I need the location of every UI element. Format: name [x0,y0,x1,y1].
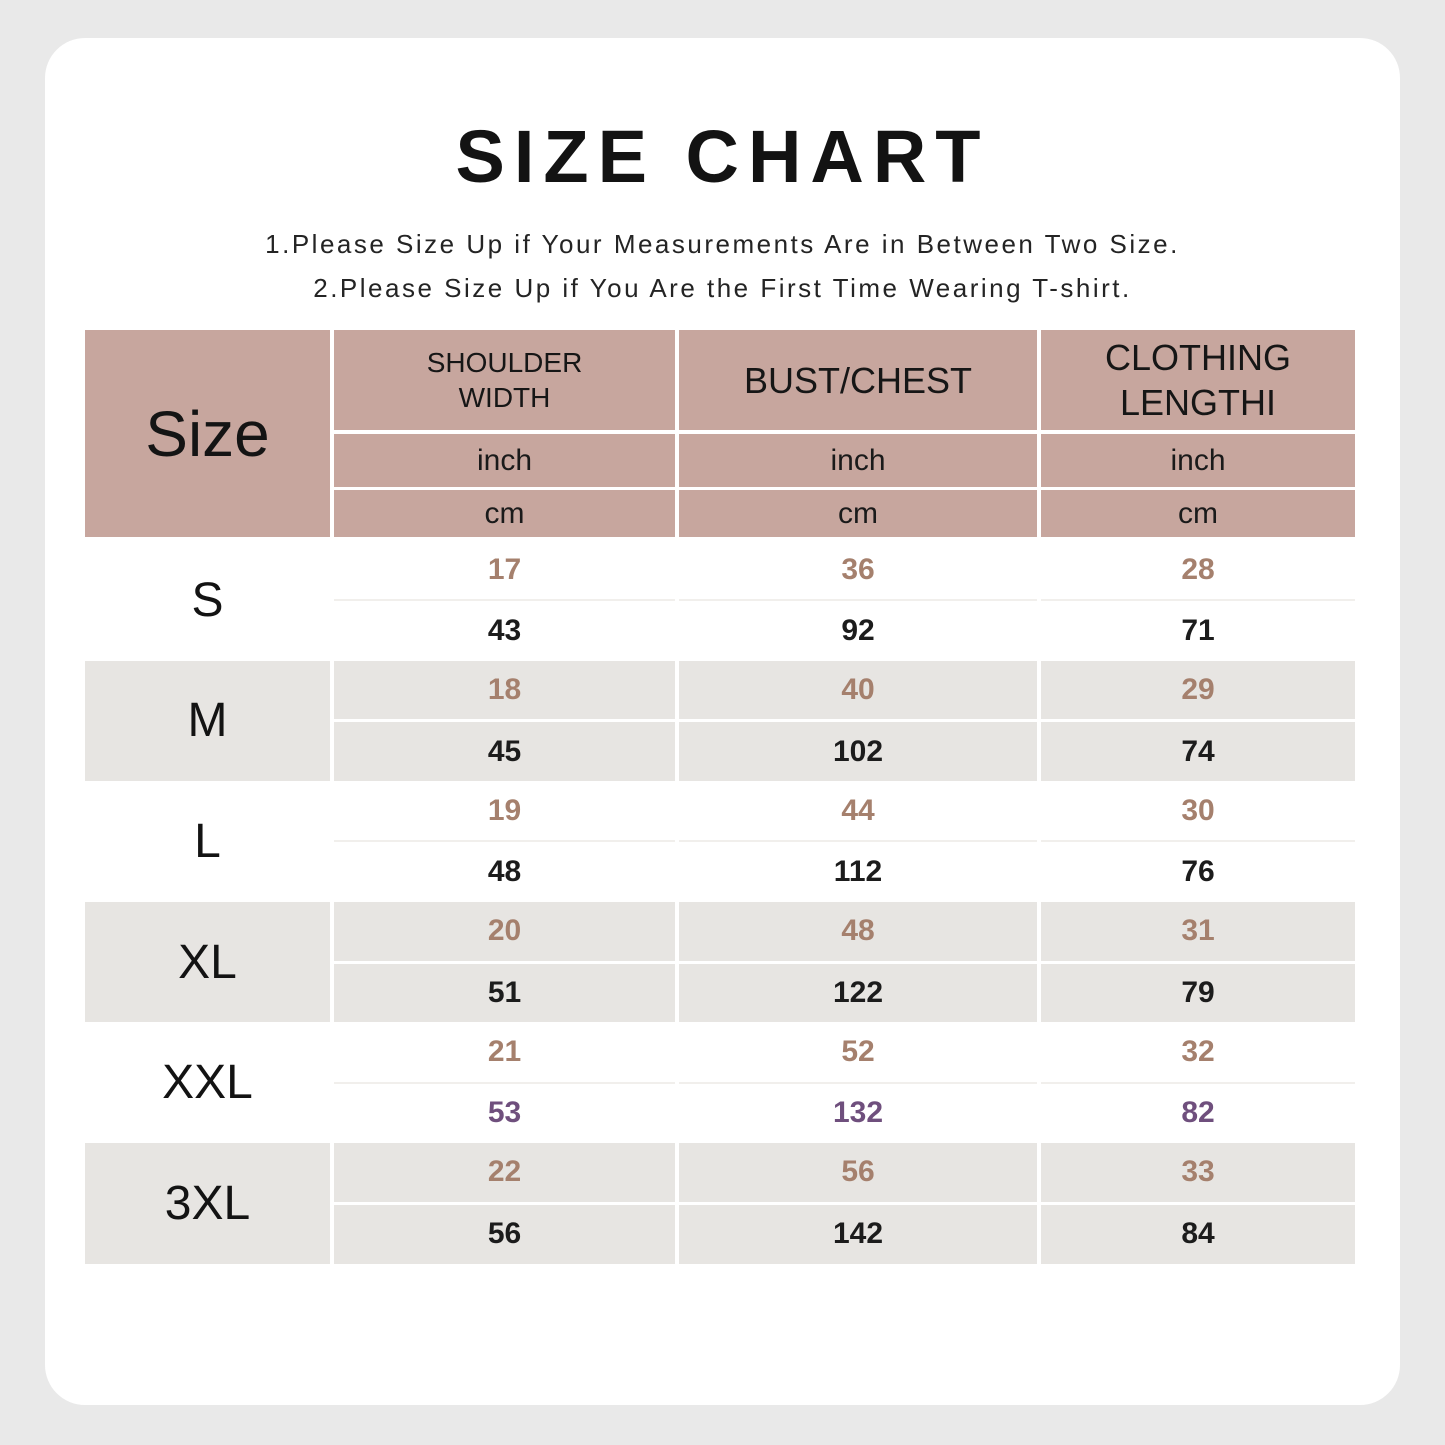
inch-value: 52 [679,1022,1037,1084]
size-label: L [194,814,221,868]
inch-value: 29 [1041,660,1355,723]
note-line-2: 2.Please Size Up if You Are the First Ti… [313,273,1132,303]
cm-value: 82 [1181,1096,1215,1130]
cm-value: 102 [679,722,1037,782]
inch-value: 33 [1041,1142,1355,1205]
inch-value: 22 [334,1142,675,1205]
size-row-xl: XL 20 51 48 122 31 79 [85,901,1355,1023]
inch-value: 36 [679,540,1037,602]
size-row-s: S 17 43 36 92 28 71 [85,540,1355,661]
size-chart-table: Size SHOULDER WIDTH inch cm BUST/CHEST i… [85,330,1355,1264]
cm-value: 79 [1041,963,1355,1023]
unit-label-inch: inch [1041,434,1355,487]
column-title: CLOTHING LENGTHI [1041,330,1355,430]
header-col-clothing-length: CLOTHING LENGTHI inch cm [1037,330,1355,537]
size-label: 3XL [85,1142,330,1264]
cm-value: 142 [679,1204,1037,1264]
cm-value: 53 [487,1096,522,1130]
cell-bust-chest: 52 132 [675,1022,1037,1143]
cm-value: 122 [679,963,1037,1023]
cell-shoulder-width: 19 48 [330,781,675,902]
cell-clothing-length: 32 82 [1037,1022,1355,1143]
cm-value: 74 [1041,722,1355,782]
cm-value: 112 [833,855,883,889]
size-row-xxl: XXL 21 53 52 132 32 82 [85,1022,1355,1143]
cell-shoulder-width: 22 56 [330,1142,675,1264]
header-col-bust-chest: BUST/CHEST inch cm [675,330,1037,537]
inch-value: 20 [334,901,675,964]
column-title: SHOULDER WIDTH [334,330,675,430]
size-notes: 1.Please Size Up if Your Measurements Ar… [45,222,1400,310]
column-title: BUST/CHEST [679,330,1037,430]
inch-value: 30 [1041,781,1355,843]
cell-clothing-length: 30 76 [1037,781,1355,902]
table-body: S 17 43 36 92 28 71 M 18 45 [85,540,1355,1264]
note-line-1: 1.Please Size Up if Your Measurements Ar… [265,229,1180,259]
cell-bust-chest: 56 142 [675,1142,1037,1264]
inch-value: 40 [679,660,1037,723]
size-chart-card: SIZE CHART 1.Please Size Up if Your Meas… [45,38,1400,1405]
unit-label-inch: inch [679,434,1037,487]
cm-value: 43 [487,613,522,647]
cm-value: 84 [1041,1204,1355,1264]
size-row-m: M 18 45 40 102 29 74 [85,660,1355,782]
header-col-shoulder-width: SHOULDER WIDTH inch cm [330,330,675,537]
size-label: XXL [162,1056,253,1110]
cell-shoulder-width: 20 51 [330,901,675,1023]
cm-value: 92 [841,613,875,647]
size-row-l: L 19 48 44 112 30 76 [85,781,1355,902]
inch-value: 56 [679,1142,1037,1205]
size-label: S [191,573,224,627]
inch-value: 28 [1041,540,1355,602]
inch-value: 18 [334,660,675,723]
cell-clothing-length: 29 74 [1037,660,1355,782]
unit-label-cm: cm [1041,490,1355,537]
header-size-label: Size [85,330,330,537]
inch-value: 19 [334,781,675,843]
cell-bust-chest: 48 122 [675,901,1037,1023]
inch-value: 17 [334,540,675,602]
unit-label-cm: cm [679,490,1037,537]
inch-value: 48 [679,901,1037,964]
cell-clothing-length: 31 79 [1037,901,1355,1023]
cell-clothing-length: 33 84 [1037,1142,1355,1264]
cell-bust-chest: 36 92 [675,540,1037,661]
inch-value: 21 [334,1022,675,1084]
cm-value: 56 [334,1204,675,1264]
inch-value: 31 [1041,901,1355,964]
cm-value: 71 [1181,613,1215,647]
cm-value: 132 [832,1096,884,1130]
cm-value: 48 [487,855,522,889]
cell-clothing-length: 28 71 [1037,540,1355,661]
table-header: Size SHOULDER WIDTH inch cm BUST/CHEST i… [85,330,1355,537]
inch-value: 44 [679,781,1037,843]
cell-shoulder-width: 21 53 [330,1022,675,1143]
cm-value: 76 [1181,855,1215,889]
cell-bust-chest: 44 112 [675,781,1037,902]
size-row-3xl: 3XL 22 56 56 142 33 84 [85,1142,1355,1264]
page-title: SIZE CHART [455,115,990,198]
size-label: M [85,660,330,782]
inch-value: 32 [1041,1022,1355,1084]
size-label: XL [85,901,330,1023]
cm-value: 45 [334,722,675,782]
cell-shoulder-width: 18 45 [330,660,675,782]
cell-shoulder-width: 17 43 [330,540,675,661]
cm-value: 51 [334,963,675,1023]
unit-label-cm: cm [334,490,675,537]
cell-bust-chest: 40 102 [675,660,1037,782]
unit-label-inch: inch [334,434,675,487]
